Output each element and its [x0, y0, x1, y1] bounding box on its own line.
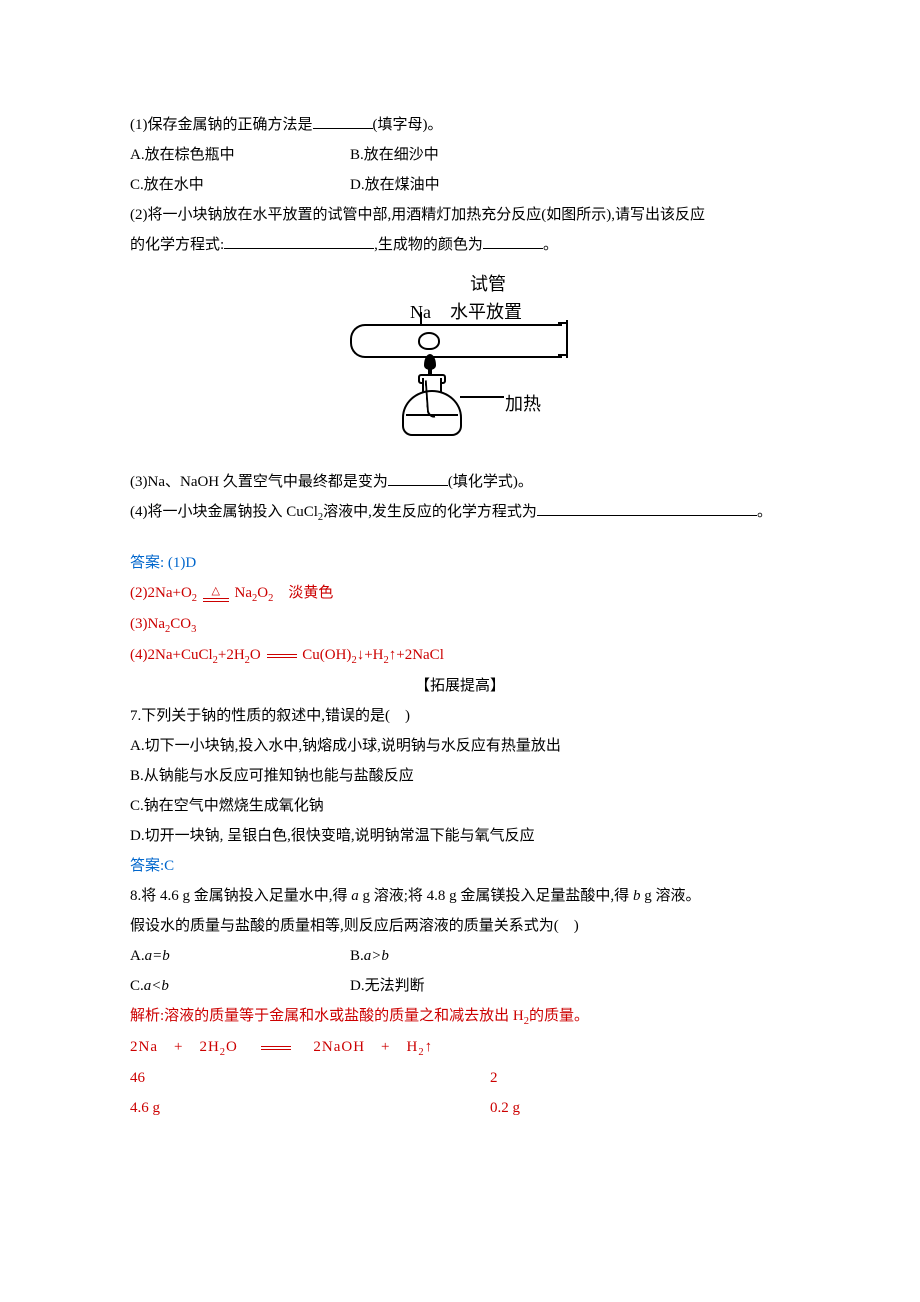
- equals-icon: [267, 654, 297, 658]
- spacer: [130, 528, 790, 548]
- row2-c2: 2: [490, 1063, 498, 1093]
- a3-mid: CO: [170, 616, 191, 632]
- blank: [483, 233, 543, 249]
- fig-label-heat: 加热: [505, 386, 541, 422]
- page: (1)保存金属钠的正确方法是 (填字母)。 A.放在棕色瓶中 B.放在细沙中 C.…: [0, 0, 920, 1163]
- q2-stem-line2: 的化学方程式: ,生成物的颜色为 。: [130, 230, 790, 260]
- q8-solution-row2: 46 2: [130, 1063, 790, 1093]
- q8-stem-l1: 8.将 4.6 g 金属钠投入足量水中,得 a g 溶液;将 4.8 g 金属镁…: [130, 881, 790, 911]
- q4-stem: (4)将一小块金属钠投入 CuCl2溶液中,发生反应的化学方程式为。: [130, 497, 790, 528]
- figure-diagram: 试管 Na 水平放置 加热: [130, 266, 790, 457]
- a4-d: Cu(OH): [302, 647, 351, 663]
- q8-optC: C.a<b: [130, 971, 350, 1001]
- q8-solution-l1: 解析:溶液的质量等于金属和水或盐酸的质量之和减去放出 H2的质量。: [130, 1001, 790, 1032]
- q4-mid: 溶液中,发生反应的化学方程式为: [323, 504, 537, 520]
- blank: [388, 470, 448, 486]
- q1-options-row2: C.放在水中 D.放在煤油中: [130, 170, 790, 200]
- optC-expr: a<b: [144, 978, 169, 994]
- heat-pointer: [460, 396, 504, 398]
- q8-opts-row1: A.a=b B.a>b: [130, 941, 790, 971]
- section-title: 【拓展提高】: [130, 671, 790, 701]
- blank: [537, 500, 757, 516]
- sub: 3: [191, 624, 196, 635]
- a2-na: Na: [235, 585, 253, 601]
- q8-l1-a: 8.将 4.6 g 金属钠投入足量水中,得: [130, 888, 351, 904]
- q8-solution-eq: 2Na + 2H2O 2NaOH + H2↑: [130, 1032, 790, 1063]
- tube-rim-edge: [566, 320, 568, 358]
- answer-3: (3)Na2CO3: [130, 609, 790, 640]
- q7-answer: 答案:C: [130, 851, 790, 881]
- blank: [224, 233, 374, 249]
- q1-stem-post: (填字母)。: [373, 117, 443, 133]
- row3-c1: 4.6 g: [130, 1093, 490, 1123]
- optB-expr: a>b: [364, 948, 389, 964]
- a2-o: O: [257, 585, 268, 601]
- q3-stem: (3)Na、NaOH 久置空气中最终都是变为 (填化学式)。: [130, 467, 790, 497]
- q2-stem-line1: (2)将一小块钠放在水平放置的试管中部,用酒精灯加热充分反应(如图所示),请写出…: [130, 200, 790, 230]
- a4-b: +2H: [218, 647, 245, 663]
- row2-c1: 46: [130, 1063, 490, 1093]
- sol-l1b: 的质量。: [529, 1008, 589, 1024]
- optB-pre: B.: [350, 948, 364, 964]
- q7-C: C.钠在空气中燃烧生成氧化钠: [130, 791, 790, 821]
- q8-stem-l2: 假设水的质量与盐酸的质量相等,则反应后两溶液的质量关系式为( ): [130, 911, 790, 941]
- q7-D: D.切开一块钠, 呈银白色,很快变暗,说明钠常温下能与氧气反应: [130, 821, 790, 851]
- eq-b: O: [226, 1039, 254, 1055]
- q8-a: a: [351, 888, 359, 904]
- optA-expr: a=b: [145, 948, 170, 964]
- q2-l2-mid: ,生成物的颜色为: [374, 237, 483, 253]
- q2-l2-post: 。: [543, 237, 558, 253]
- a2-color: 淡黄色: [273, 585, 333, 601]
- q8-l1-c: g 溶液。: [640, 888, 700, 904]
- a2-pre: (2)2Na+O: [130, 585, 192, 601]
- answer-1: 答案: (1)D: [130, 548, 790, 578]
- q3-pre: (3)Na、NaOH 久置空气中最终都是变为: [130, 474, 388, 490]
- optA-pre: A.: [130, 948, 145, 964]
- blank: [313, 113, 373, 129]
- a4-f: ↑+2NaCl: [389, 647, 444, 663]
- q8-optD: D.无法判断: [350, 971, 425, 1001]
- q1-stem: (1)保存金属钠的正确方法是 (填字母)。: [130, 110, 790, 140]
- q8-opts-row2: C.a<b D.无法判断: [130, 971, 790, 1001]
- q3-post: (填化学式)。: [448, 474, 533, 490]
- test-tube-icon: [350, 324, 562, 358]
- heating-equals-icon: △: [203, 586, 229, 602]
- a4-c: O: [250, 647, 261, 663]
- triangle-icon: △: [203, 586, 229, 597]
- eq-line: [203, 598, 229, 599]
- eq-d: ↑: [425, 1039, 434, 1055]
- q8-solution-row3: 4.6 g 0.2 g: [130, 1093, 790, 1123]
- eq-c: 2NaOH + H: [297, 1039, 418, 1055]
- q1-optD: D.放在煤油中: [350, 170, 440, 200]
- q7-stem: 7.下列关于钠的性质的叙述中,错误的是( ): [130, 701, 790, 731]
- a3-pre: (3)Na: [130, 616, 165, 632]
- q1-stem-pre: (1)保存金属钠的正确方法是: [130, 117, 313, 133]
- q8-optB: B.a>b: [350, 941, 389, 971]
- sodium-blob-icon: [418, 332, 440, 350]
- q8-l1-b: g 溶液;将 4.8 g 金属镁投入足量盐酸中,得: [359, 888, 633, 904]
- a4-e: ↓+H: [357, 647, 384, 663]
- q7-B: B.从钠能与水反应可推知钠也能与盐酸反应: [130, 761, 790, 791]
- q7-A: A.切下一小块钠,投入水中,钠熔成小球,说明钠与水反应有热量放出: [130, 731, 790, 761]
- sub: 2: [192, 593, 197, 604]
- eq-a: 2Na + 2H: [130, 1039, 220, 1055]
- eq-line: [203, 601, 229, 602]
- a4-a: (4)2Na+CuCl: [130, 647, 213, 663]
- row3-c2: 0.2 g: [490, 1093, 520, 1123]
- q1-optA: A.放在棕色瓶中: [130, 140, 350, 170]
- equals-icon: [261, 1046, 291, 1050]
- answer-4: (4)2Na+CuCl2+2H2O Cu(OH)2↓+H2↑+2NaCl: [130, 640, 790, 671]
- q4-post: 。: [757, 504, 772, 520]
- q8-optA: A.a=b: [130, 941, 350, 971]
- q1-optC: C.放在水中: [130, 170, 350, 200]
- q1-optB: B.放在细沙中: [350, 140, 439, 170]
- sol-l1a: 解析:溶液的质量等于金属和水或盐酸的质量之和减去放出 H: [130, 1008, 524, 1024]
- optC-pre: C.: [130, 978, 144, 994]
- q1-options-row1: A.放在棕色瓶中 B.放在细沙中: [130, 140, 790, 170]
- q4-pre: (4)将一小块金属钠投入 CuCl: [130, 504, 318, 520]
- q2-l2-pre: 的化学方程式:: [130, 237, 224, 253]
- answer-2: (2)2Na+O2 △ Na2O2 淡黄色: [130, 578, 790, 609]
